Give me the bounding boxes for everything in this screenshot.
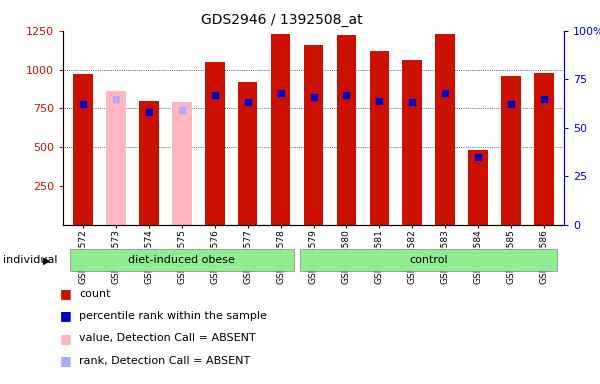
- Bar: [502, 76, 521, 225]
- Text: count: count: [79, 289, 111, 299]
- Text: ■: ■: [60, 287, 72, 300]
- Bar: [70, 249, 294, 271]
- Bar: [139, 101, 158, 225]
- Text: GDS2946 / 1392508_at: GDS2946 / 1392508_at: [201, 13, 363, 27]
- Bar: [304, 45, 323, 225]
- Bar: [301, 249, 557, 271]
- Bar: [436, 34, 455, 225]
- Bar: [271, 34, 290, 225]
- Bar: [205, 62, 224, 225]
- Text: ■: ■: [60, 354, 72, 367]
- Text: control: control: [410, 255, 448, 265]
- Bar: [403, 60, 422, 225]
- Bar: [370, 51, 389, 225]
- Text: ■: ■: [60, 310, 72, 323]
- Bar: [106, 91, 125, 225]
- Bar: [535, 73, 554, 225]
- Text: ■: ■: [60, 332, 72, 345]
- Text: rank, Detection Call = ABSENT: rank, Detection Call = ABSENT: [79, 356, 250, 366]
- Text: value, Detection Call = ABSENT: value, Detection Call = ABSENT: [79, 333, 256, 343]
- Bar: [238, 82, 257, 225]
- Bar: [73, 74, 92, 225]
- Text: individual: individual: [3, 255, 58, 265]
- Text: diet-induced obese: diet-induced obese: [128, 255, 235, 265]
- Text: ▶: ▶: [43, 255, 50, 265]
- Bar: [337, 35, 356, 225]
- Text: percentile rank within the sample: percentile rank within the sample: [79, 311, 267, 321]
- Bar: [172, 102, 191, 225]
- Bar: [469, 150, 488, 225]
